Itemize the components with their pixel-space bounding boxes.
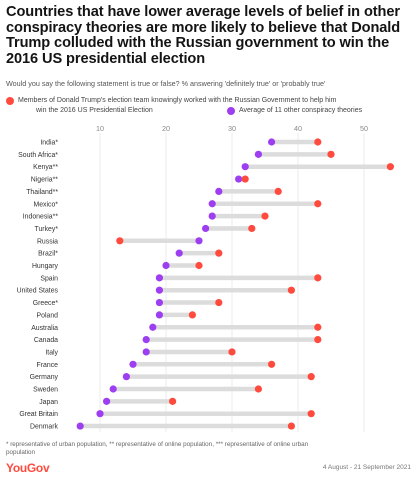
category-label: Great Britain — [19, 411, 58, 418]
category-label: Indonesia** — [23, 214, 59, 221]
point-average — [195, 237, 203, 245]
point-average — [76, 422, 84, 430]
point-trump — [169, 397, 177, 405]
point-trump — [261, 212, 269, 220]
category-label: Poland — [37, 312, 59, 319]
x-tick-label: 20 — [162, 124, 170, 133]
category-label: Nigeria** — [31, 177, 59, 184]
legend-item-average: Average of 11 other conspiracy theories — [227, 106, 363, 116]
category-label: Mexico* — [33, 201, 58, 208]
legend: Members of Donald Trump's election team … — [6, 96, 416, 116]
point-trump — [287, 422, 295, 430]
category-label: Thailand** — [26, 189, 58, 196]
point-trump — [307, 410, 315, 418]
category-label: Brazil* — [38, 251, 58, 258]
x-tick-label: 10 — [96, 124, 104, 133]
legend-label-trump-line1: Members of Donald Trump's election team … — [18, 97, 337, 104]
yougov-logo: YouGov — [6, 461, 50, 475]
point-trump — [274, 187, 282, 195]
category-label: France — [37, 362, 59, 369]
category-label: Kenya** — [33, 164, 58, 171]
point-average — [202, 224, 210, 233]
category-label: South Africa* — [18, 152, 58, 159]
category-label: Germany — [30, 374, 59, 381]
footnote: * representative of urban population, **… — [6, 441, 406, 457]
x-tick-label: 40 — [294, 124, 302, 133]
category-label: Spain — [40, 275, 58, 282]
legend-item-trump: Members of Donald Trump's election team … — [6, 96, 416, 116]
category-label: Denmark — [30, 424, 59, 431]
point-trump — [386, 163, 394, 171]
point-average — [122, 373, 130, 381]
point-average — [268, 138, 276, 146]
point-trump — [314, 336, 322, 344]
point-average — [155, 311, 163, 319]
category-label: Canada — [34, 337, 58, 344]
point-trump — [314, 323, 322, 331]
point-average — [103, 397, 111, 405]
point-trump — [195, 261, 203, 270]
category-label: Russia — [37, 238, 58, 245]
category-label: Greece* — [33, 300, 59, 307]
point-average — [235, 175, 243, 183]
footnote-line2: population — [6, 449, 36, 456]
point-trump — [215, 249, 223, 257]
point-average — [96, 410, 104, 418]
point-trump — [314, 200, 322, 208]
point-average — [149, 323, 157, 331]
category-label: Hungary — [32, 263, 59, 270]
point-trump — [228, 348, 236, 356]
point-trump — [254, 385, 262, 393]
category-label: Turkey* — [35, 226, 59, 233]
legend-label-average: Average of 11 other conspiracy theories — [239, 107, 363, 114]
point-average — [109, 385, 117, 393]
point-average — [155, 274, 163, 282]
point-average — [215, 187, 223, 195]
point-average — [155, 298, 163, 307]
point-trump — [314, 138, 322, 146]
point-trump — [248, 224, 256, 233]
point-average — [162, 261, 170, 270]
point-average — [175, 249, 183, 257]
point-average — [208, 200, 216, 208]
x-tick-label: 30 — [228, 124, 236, 133]
point-trump — [241, 175, 249, 183]
chart-title: Countries that have lower average levels… — [6, 4, 401, 67]
legend-label-trump-line2: win the 2016 US Presidential Election — [36, 107, 153, 114]
point-trump — [307, 373, 315, 381]
point-average — [129, 360, 137, 368]
footnote-line1: * representative of urban population, **… — [6, 441, 309, 448]
point-trump — [268, 360, 276, 368]
point-average — [208, 212, 216, 220]
x-tick-label: 50 — [360, 124, 368, 133]
point-trump — [327, 150, 335, 158]
category-label: United States — [17, 288, 59, 295]
point-trump — [116, 237, 124, 245]
category-label: Italy — [45, 349, 58, 356]
point-trump — [188, 311, 196, 319]
point-average — [142, 336, 150, 344]
category-label: Australia — [31, 325, 58, 332]
category-label: India* — [40, 140, 58, 147]
point-average — [155, 286, 163, 294]
category-label: Japan — [39, 399, 58, 406]
point-trump — [287, 286, 295, 294]
category-label: Sweden — [33, 387, 58, 394]
point-average — [241, 163, 249, 171]
point-trump — [215, 298, 223, 307]
point-average — [254, 150, 262, 158]
date-range: 4 August - 21 September 2021 — [322, 464, 411, 471]
chart-subtitle: Would you say the following statement is… — [6, 79, 326, 88]
legend-dot-trump — [6, 97, 14, 105]
point-average — [142, 348, 150, 356]
point-trump — [314, 274, 322, 282]
legend-dot-average — [227, 107, 235, 115]
